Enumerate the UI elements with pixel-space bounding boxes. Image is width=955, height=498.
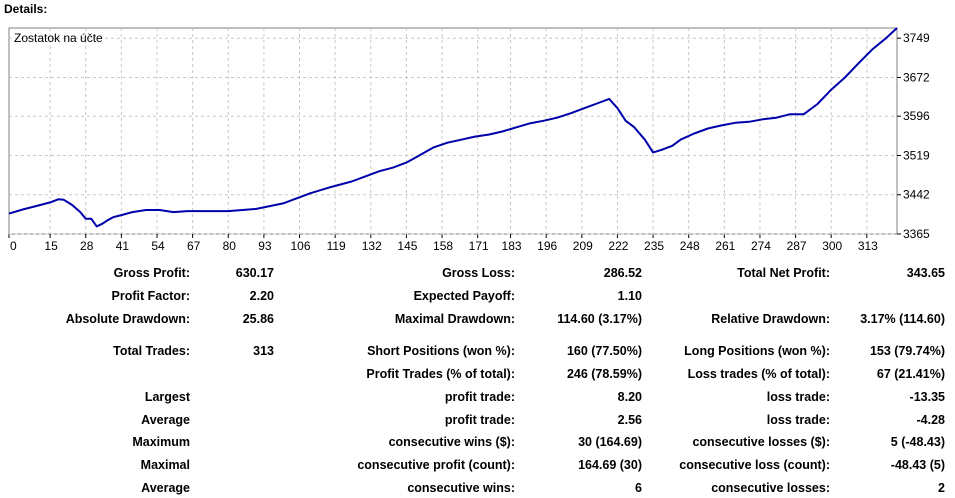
chart-title: Zostatok na účte xyxy=(14,31,103,45)
x-tick-label: 222 xyxy=(608,239,628,253)
x-tick-label: 28 xyxy=(80,239,94,253)
balance-chart-panel: 0 15 28 41 54 67 80 93 106 119 132 145 158 171 183 196 2… xyxy=(0,22,955,262)
maximal-consecutive-loss-value: -48.43 (5) xyxy=(890,458,945,472)
x-tick-label: 145 xyxy=(397,239,417,253)
x-tick-label: 209 xyxy=(573,239,593,253)
details-title: Details: xyxy=(4,2,48,16)
y-tick-label: 3672 xyxy=(903,70,930,84)
gross-profit-value: 630.17 xyxy=(235,266,274,280)
plot-area xyxy=(8,27,898,235)
y-tick-label: 3749 xyxy=(903,31,930,45)
x-tick-label: 158 xyxy=(433,239,453,253)
x-tick-label: 132 xyxy=(362,239,382,253)
x-tick-label: 171 xyxy=(469,239,489,253)
x-tick-label: 15 xyxy=(44,239,58,253)
absolute-drawdown-label: Absolute Drawdown: xyxy=(65,312,190,326)
short-positions-value: 160 (77.50%) xyxy=(566,344,642,358)
x-tick-label: 67 xyxy=(187,239,201,253)
average-loss-trade-value: -4.28 xyxy=(916,413,946,427)
largest-loss-trade-label: loss trade: xyxy=(766,390,830,404)
total-net-profit-value: 343.65 xyxy=(906,266,945,280)
x-tick-label: 235 xyxy=(644,239,664,253)
x-tick-label: 196 xyxy=(537,239,557,253)
maximal-consecutive-loss-label: consecutive loss (count): xyxy=(679,458,830,472)
loss-trades-value: 67 (21.41%) xyxy=(876,367,945,381)
x-tick-label: 313 xyxy=(858,239,878,253)
balance-line xyxy=(8,27,898,228)
total-net-profit-label: Total Net Profit: xyxy=(737,266,830,280)
average-label: Average xyxy=(141,413,190,427)
x-tick-label: 106 xyxy=(291,239,311,253)
y-tick-label: 3442 xyxy=(903,188,930,202)
expected-payoff-label: Expected Payoff: xyxy=(413,289,515,303)
maximal-consecutive-profit-label: consecutive profit (count): xyxy=(357,458,515,472)
x-tick-label: 54 xyxy=(151,239,165,253)
largest-profit-trade-value: 8.20 xyxy=(617,390,642,404)
largest-label: Largest xyxy=(144,390,190,404)
x-tick-label: 183 xyxy=(502,239,522,253)
x-tick-label: 93 xyxy=(258,239,272,253)
x-tick-label: 274 xyxy=(751,239,771,253)
x-tick-label: 248 xyxy=(680,239,700,253)
largest-profit-trade-label: profit trade: xyxy=(444,390,515,404)
maximal-drawdown-value: 114.60 (3.17%) xyxy=(557,312,642,326)
gross-profit-label: Gross Profit: xyxy=(113,266,190,280)
x-tick-label: 80 xyxy=(223,239,237,253)
profit-factor-value: 2.20 xyxy=(249,289,274,303)
y-tick-label: 3365 xyxy=(903,227,930,241)
x-tick-label: 119 xyxy=(327,239,346,253)
gross-loss-value: 286.52 xyxy=(603,266,642,280)
expected-payoff-value: 1.10 xyxy=(617,289,642,303)
average-consecutive-losses-label: consecutive losses: xyxy=(711,481,830,495)
x-tick-label: 41 xyxy=(116,239,130,253)
average-consecutive-losses-value: 2 xyxy=(938,481,945,495)
short-positions-label: Short Positions (won %): xyxy=(367,344,515,358)
average-consecutive-wins-label: consecutive wins: xyxy=(407,481,515,495)
balance-chart: 0 15 28 41 54 67 80 93 106 119 132 145 158 171 183 196 2… xyxy=(8,27,930,253)
profit-trades-value: 246 (78.59%) xyxy=(566,367,642,381)
total-trades-value: 313 xyxy=(253,344,274,358)
x-tick-label: 261 xyxy=(715,239,735,253)
y-tick-label: 3519 xyxy=(903,148,930,162)
x-tick-label: 0 xyxy=(10,239,17,253)
average-profit-trade-value: 2.56 xyxy=(617,413,642,427)
x-tick-label: 287 xyxy=(787,239,807,253)
average-consecutive-label: Average xyxy=(141,481,190,495)
long-positions-label: Long Positions (won %): xyxy=(684,344,830,358)
maximal-label: Maximal xyxy=(140,458,190,472)
long-positions-value: 153 (79.74%) xyxy=(869,344,945,358)
max-consecutive-losses-label: consecutive losses ($): xyxy=(692,435,830,449)
loss-trades-label: Loss trades (% of total): xyxy=(687,367,830,381)
maximum-label: Maximum xyxy=(132,435,190,449)
average-loss-trade-label: loss trade: xyxy=(766,413,830,427)
total-trades-label: Total Trades: xyxy=(113,344,190,358)
absolute-drawdown-value: 25.86 xyxy=(242,312,274,326)
average-consecutive-wins-value: 6 xyxy=(635,481,642,495)
max-consecutive-wins-value: 30 (164.69) xyxy=(578,435,642,449)
max-consecutive-wins-label: consecutive wins ($): xyxy=(388,435,515,449)
average-profit-trade-label: profit trade: xyxy=(444,413,515,427)
largest-loss-trade-value: -13.35 xyxy=(909,390,945,404)
profit-trades-label: Profit Trades (% of total): xyxy=(366,367,515,381)
max-consecutive-losses-value: 5 (-48.43) xyxy=(890,435,945,449)
profit-factor-label: Profit Factor: xyxy=(111,289,190,303)
maximal-consecutive-profit-value: 164.69 (30) xyxy=(578,458,642,472)
maximal-drawdown-label: Maximal Drawdown: xyxy=(394,312,515,326)
y-tick-label: 3596 xyxy=(903,109,930,123)
relative-drawdown-label: Relative Drawdown: xyxy=(711,312,830,326)
gross-loss-label: Gross Loss: xyxy=(442,266,515,280)
relative-drawdown-value: 3.17% (114.60) xyxy=(860,312,945,326)
x-tick-label: 300 xyxy=(822,239,842,253)
